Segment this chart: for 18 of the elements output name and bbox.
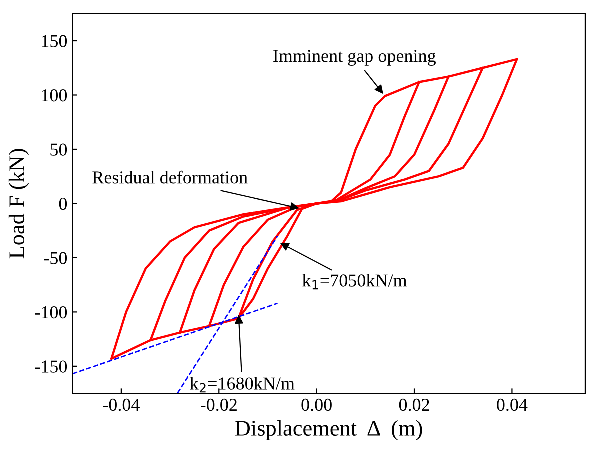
annotation: Residual deformation bbox=[92, 170, 248, 184]
y-tick-label: 100 bbox=[42, 90, 68, 102]
annotation: Imminent gap opening bbox=[274, 50, 436, 66]
y-tick-label: -150 bbox=[35, 360, 68, 373]
x-tick-label: -0.02 bbox=[200, 398, 237, 412]
x-tick-label: 0.04 bbox=[497, 398, 528, 412]
y-tick-label: -100 bbox=[35, 306, 68, 319]
y-tick-label: -50 bbox=[44, 252, 68, 264]
y-tick-label: 50 bbox=[50, 144, 68, 156]
y-axis-title: Load F (kN) bbox=[8, 149, 30, 259]
x-tick-label: 0.02 bbox=[399, 398, 430, 412]
annotation: k$_{1}$=7050kN/m bbox=[302, 274, 408, 290]
x-tick-label: 0.00 bbox=[302, 398, 332, 412]
x-tick-label: -0.04 bbox=[103, 398, 140, 412]
y-tick-label: 0 bbox=[59, 198, 68, 210]
annotation: k$_{2}$=1680kN/m bbox=[190, 377, 295, 393]
x-axis-title: Displacement Δ (m) bbox=[236, 420, 422, 440]
y-tick-label: 150 bbox=[42, 35, 68, 48]
